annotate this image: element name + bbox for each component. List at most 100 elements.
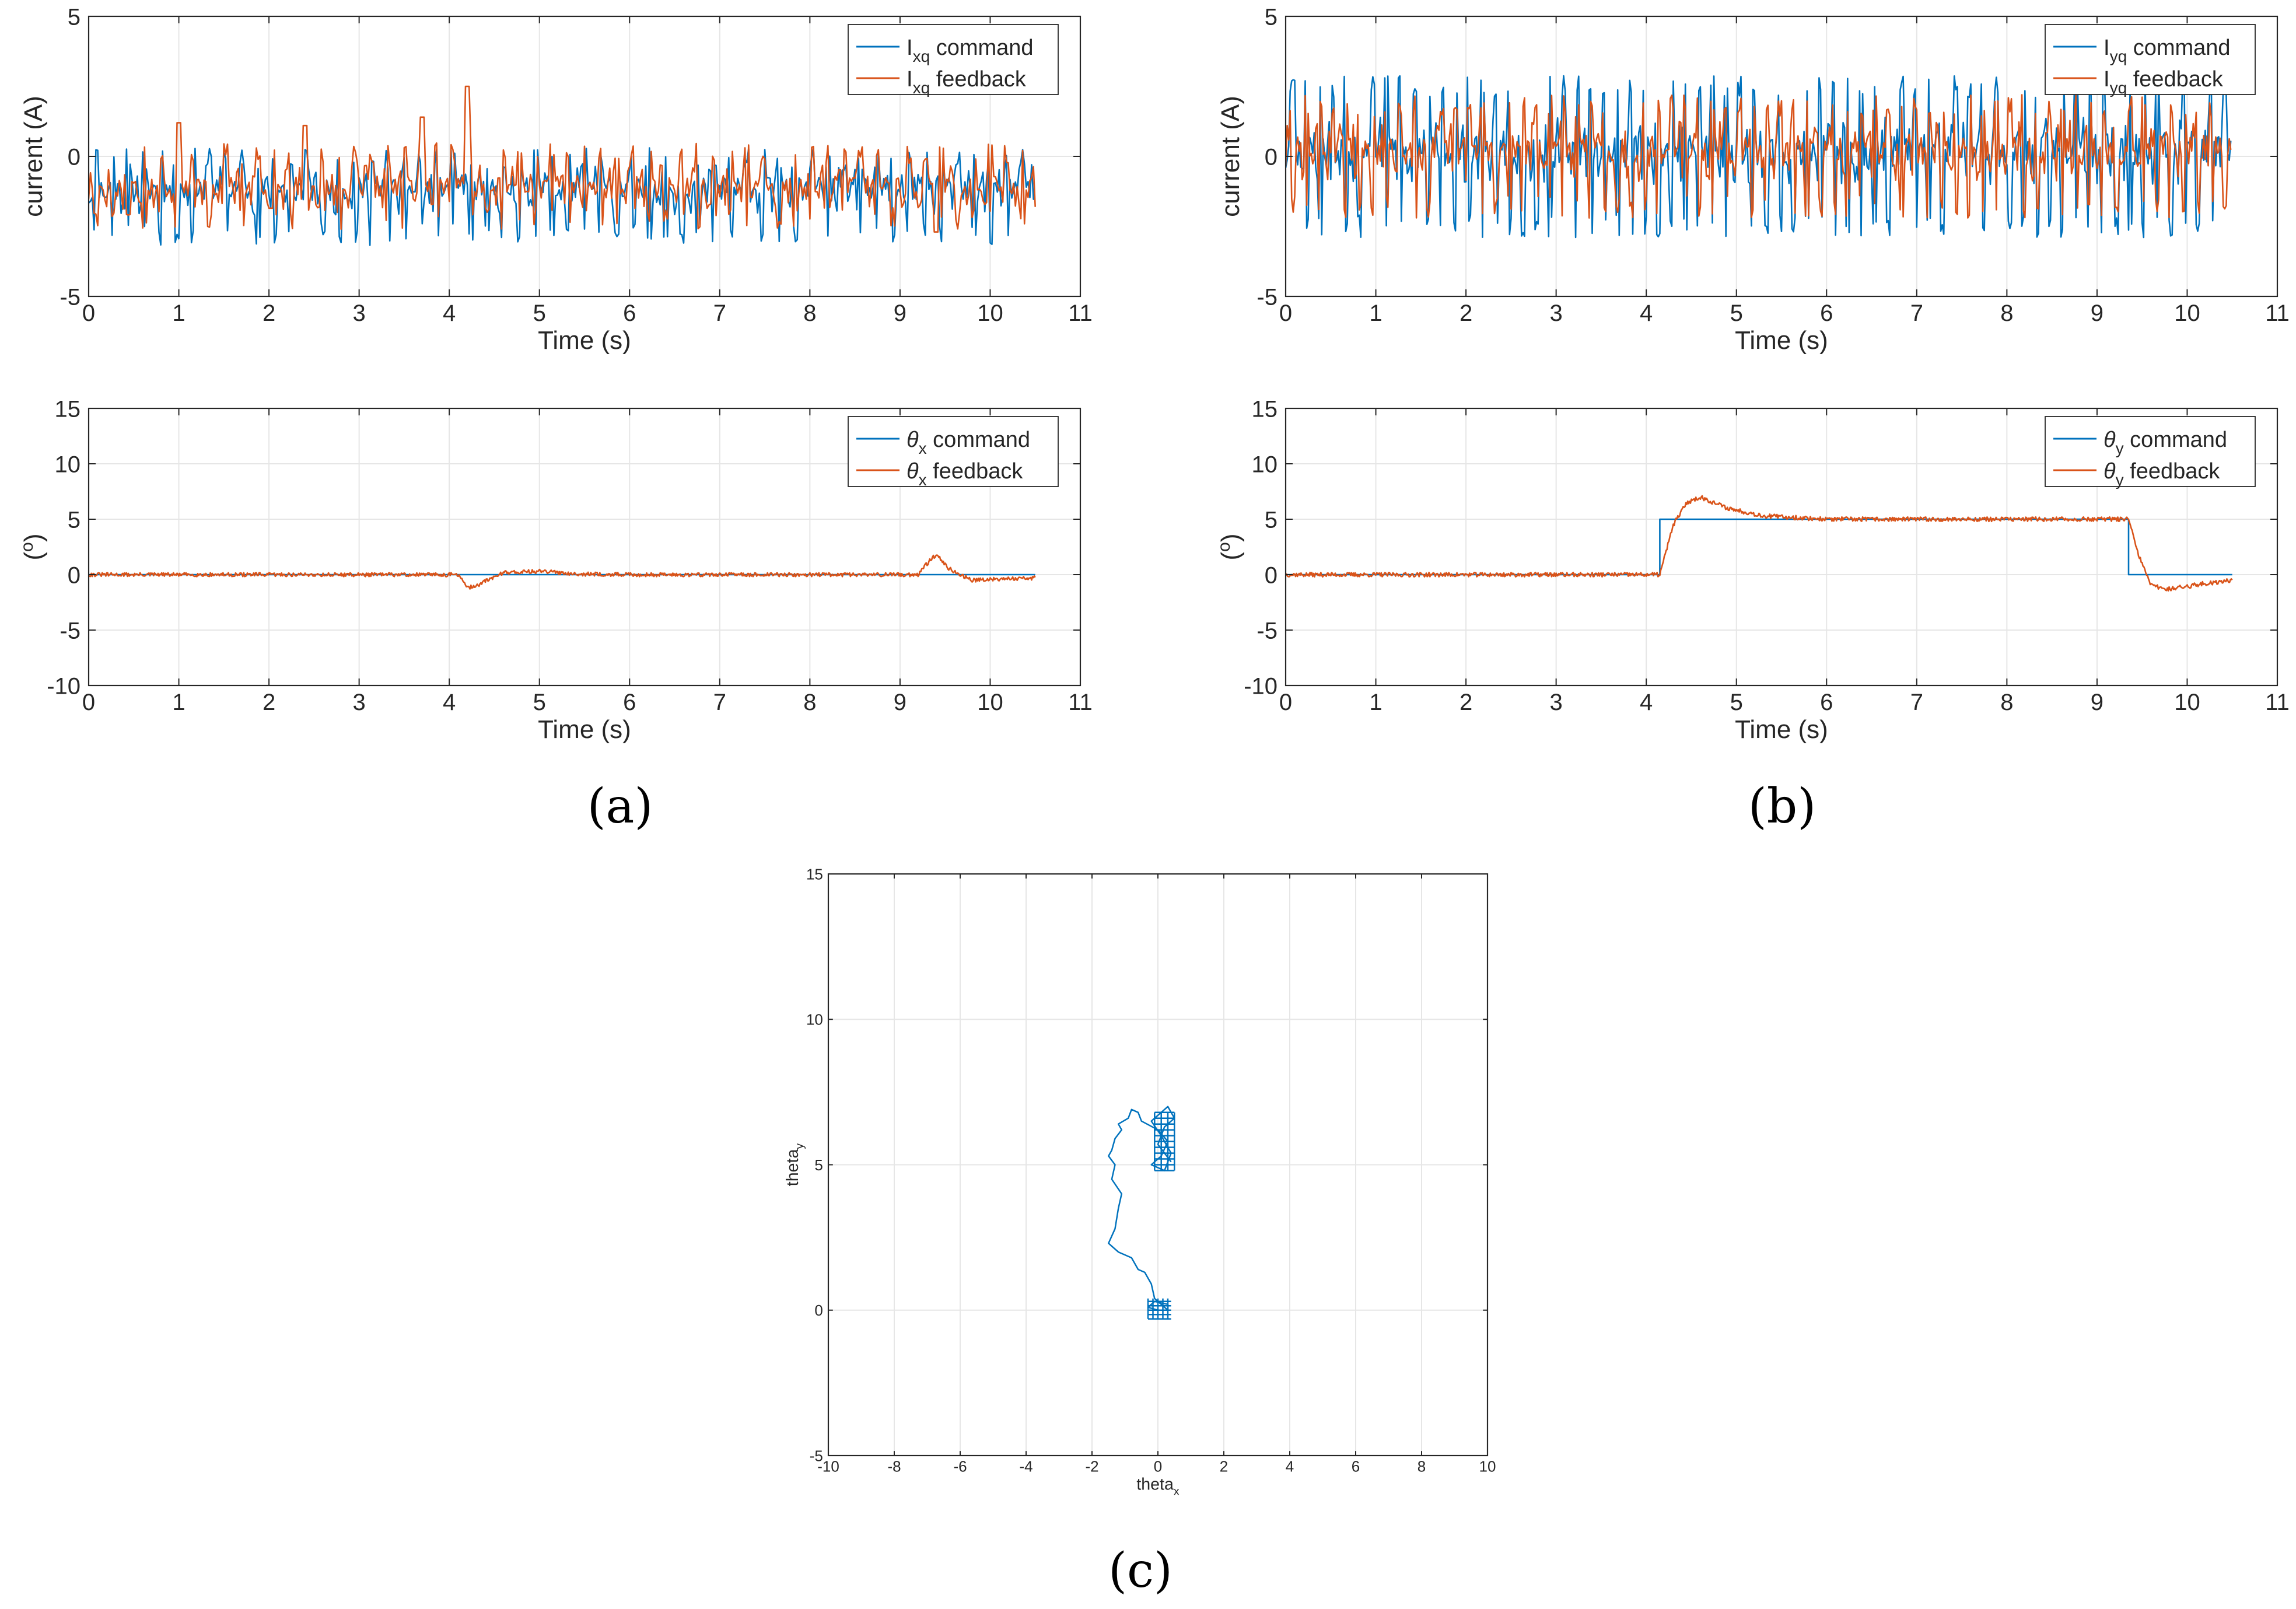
y-axis-label: (o) [18,534,48,561]
x-tick-label: 3 [1550,690,1563,715]
panel-label-c: (c) [1108,1543,1172,1598]
x-tick-label: 11 [1068,300,1093,326]
x-tick-label: 1 [172,300,185,326]
chart-trajectory: -10 -8 -6 -4 -2 0 2 4 6 8 10 -5 0 5 10 15 thetax thetay [783,865,1496,1498]
x-tick-label: -8 [887,1457,901,1475]
x-tick-label: 11 [2265,690,2290,715]
x-tick-label: 8 [2000,300,2013,326]
series-theta-y-feedback [1286,495,2233,592]
y-axis-label: thetay [783,1143,806,1187]
x-tick-label: -6 [953,1457,967,1475]
y-axis-label-sub: y [793,1143,806,1149]
x-tick-label: 11 [2265,300,2290,326]
y-tick-label: 0 [1265,144,1278,170]
legend-label-main: θ [2104,428,2116,452]
x-tick-label: 1 [1369,300,1382,326]
y-tick-label: 0 [68,144,80,170]
legend-label-text: feedback [930,67,1027,92]
x-tick-label: 2 [1460,300,1472,326]
axes-box [88,407,1082,687]
y-tick-label: 15 [1252,396,1278,422]
x-tick-label: 9 [2091,690,2104,715]
x-tick-label: 4 [443,300,456,326]
y-axis-label: current (A) [1216,96,1245,217]
x-tick-label: 10 [2174,690,2200,715]
x-tick-label: 3 [1550,300,1563,326]
legend-label-feedback: θx feedback [907,459,1023,489]
axes-box [1284,407,2278,687]
y-tick-label: -5 [1256,618,1278,643]
legend-label-sub: xq [913,79,930,97]
x-axis-label: Time (s) [1735,326,1828,355]
x-tick-label: 2 [262,690,275,715]
x-tick-label: 0 [1154,1457,1162,1475]
legend-box [848,24,1059,95]
y-tick-label: -5 [60,618,80,643]
legend-label-text: command [2124,428,2227,452]
x-tick-label: 9 [2091,300,2104,326]
y-tick-label: -5 [1256,284,1278,310]
y-axis-label: current (A) [19,96,48,217]
series-iyq-feedback [1286,94,2232,219]
y-tick-label: 0 [68,562,80,588]
plot-series-group [1286,495,2233,592]
series-theta-x-feedback [89,554,1036,590]
plot-series-group [1286,74,2232,239]
legend-label-command: Iyq command [2104,36,2231,65]
y-tick-label: 5 [1265,507,1278,533]
panel-label-a: (a) [587,779,653,834]
x-tick-label: 4 [443,690,456,715]
x-tick-label: 6 [1352,1457,1360,1475]
x-tick-label: 6 [1820,300,1833,326]
series-mesh-top [1154,1111,1175,1171]
legend-label-feedback: θy feedback [2104,459,2220,489]
x-tick-label: 8 [803,300,816,326]
legend-box [848,416,1059,487]
legend-label-sub: y [2116,471,2124,489]
x-axis-label-sub: x [1174,1485,1180,1498]
x-tick-label: 6 [623,300,636,326]
legend-label-text: command [930,36,1033,60]
x-tick-label: 9 [894,300,907,326]
y-axis-label: (o) [1214,534,1245,561]
x-tick-label: 2 [1220,1457,1228,1475]
x-tick-label: 4 [1640,690,1653,715]
x-tick-label: 7 [713,300,726,326]
y-axis-label-paren-open: ( [19,552,48,561]
y-tick-label: 5 [814,1156,822,1174]
legend-box [2045,24,2256,95]
x-tick-label: 7 [1910,300,1923,326]
x-axis-label: Time (s) [538,326,631,355]
x-tick-label: 4 [1640,300,1653,326]
x-tick-label: 5 [533,300,546,326]
y-tick-label: 15 [55,396,81,422]
y-tick-label: 5 [1265,4,1278,30]
plot-series-group [89,554,1036,590]
y-tick-label: 10 [1252,452,1278,477]
legend-label-text: feedback [2124,459,2221,484]
legend-label-main: I [907,36,913,60]
legend-label-sub: x [919,471,927,489]
legend-label-main: θ [2104,459,2116,484]
series-ixq-feedback [89,85,1036,233]
y-tick-label: 10 [55,452,81,477]
x-tick-label: 10 [977,690,1003,715]
legend-label-main: I [907,67,913,92]
legend-label-command: θy command [2104,428,2227,457]
y-tick-label: -5 [810,1447,823,1464]
legend-label-sub: xq [913,47,930,65]
x-axis-label: Time (s) [1735,715,1828,744]
legend-label-main: θ [907,459,919,484]
x-axis-label: thetax [1136,1475,1180,1498]
x-tick-label: 0 [82,690,95,715]
legend-label-main: I [2104,36,2110,60]
legend-label-text: feedback [927,459,1024,484]
y-tick-label: 10 [806,1011,823,1029]
x-tick-label: 3 [353,690,366,715]
y-axis-label-degree: o [1214,542,1234,552]
x-tick-label: 7 [1910,690,1923,715]
